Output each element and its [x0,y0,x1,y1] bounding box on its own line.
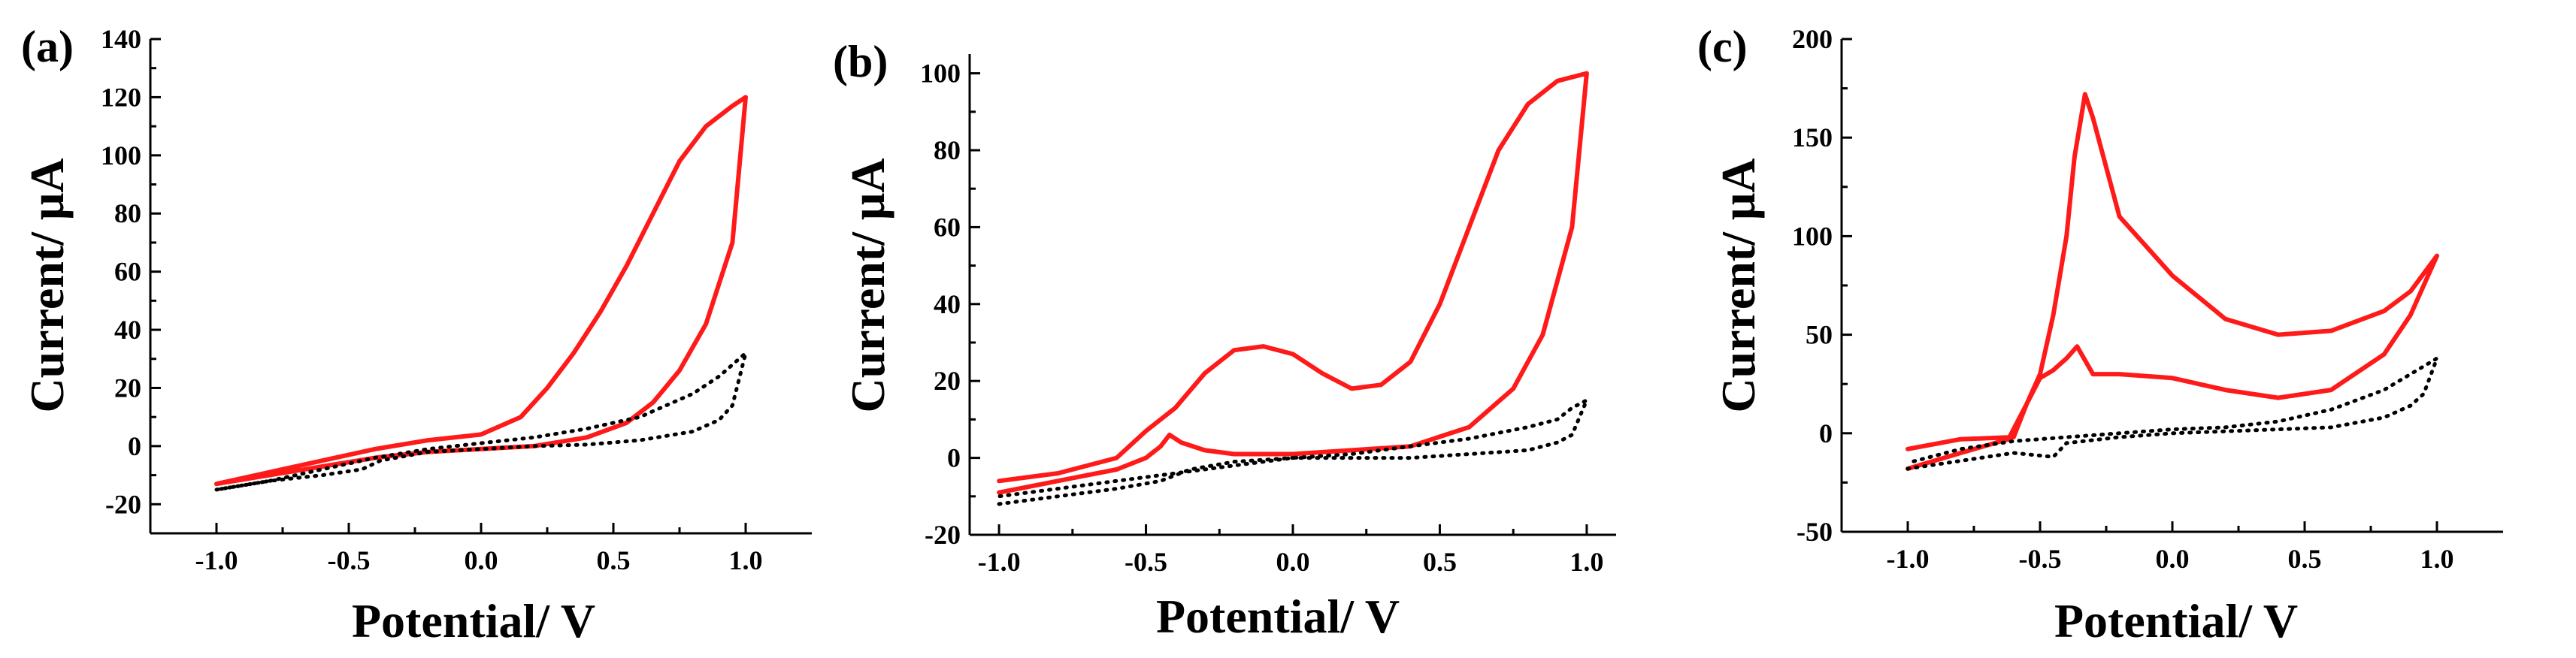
panel-b-blank-cv-line [997,396,1591,506]
panel-b-x-tick-label: 1.0 [1570,547,1603,577]
panel-b-ticks: -20 0 20 40 60 80 100 -1.0 -0.5 0.0 0.5 1.0 [920,54,1616,577]
panel-c-x-tick-label: -1.0 [1887,544,1930,574]
panel-b-x-axis-title: Potential/ V [1156,590,1400,643]
panel-a-series [214,95,749,492]
panel-c-y-axis-title: Current/ μA [1712,158,1765,412]
panel-a-x-tick-label: 0.0 [465,545,498,575]
panel-b-x-tick-label: 0.5 [1423,547,1457,577]
panel-c-ticks: -50 0 50 100 150 200 -1.0 -0.5 0.0 0.5 1.0 [1792,24,2503,574]
panel-b-y-tick-label: 0 [947,443,961,473]
panel-a-x-tick-label: -1.0 [195,545,238,575]
panel-a-y-tick-label: 120 [101,82,141,112]
panel-a: (a) Current/ μA Potential/ V -20 0 20 40 60 8… [20,22,812,647]
panel-b-x-tick-label: -1.0 [978,547,1021,577]
panel-b-y-tick-label: 80 [934,135,961,165]
panel-c-y-tick-label: 200 [1792,24,1833,54]
panel-c-y-tick-label: 0 [1819,418,1833,448]
panel-c-x-tick-label: 0.0 [2156,544,2190,574]
panel-b-y-tick-label: 40 [934,289,961,319]
panel-b-y-tick-label: 20 [934,366,961,396]
panel-b-x-tick-label: -0.5 [1125,547,1167,577]
panel-a-y-tick-label: 20 [114,373,141,403]
panel-c-y-tick-label: 150 [1792,122,1833,152]
panel-c-x-tick-label: 0.5 [2288,544,2322,574]
panel-c-x-tick-label: 1.0 [2420,544,2454,574]
panel-a-y-tick-label: 100 [101,140,141,171]
panel-a-y-axis-title: Current/ μA [20,158,74,412]
panel-c-series [1906,92,2441,471]
panel-a-x-axis-title: Potential/ V [352,594,595,647]
panel-c-blank-cv-line [1906,354,2441,471]
panel-a-y-tick-label: 60 [114,257,141,287]
panel-c-y-tick-label: -50 [1797,517,1833,547]
panel-c-y-tick-label: 100 [1792,221,1833,251]
panel-c-label: (c) [1697,22,1748,71]
panel-a-blank-cv-line [214,347,749,492]
panel-c-y-tick-label: 50 [1806,320,1833,350]
panel-a-x-tick-label: -0.5 [328,545,371,575]
panel-b-y-tick-label: 100 [920,59,961,89]
panel-a-x-tick-label: 0.5 [597,545,631,575]
panel-b-red-cv-line [997,71,1589,495]
panel-b-y-tick-label: 60 [934,212,961,242]
panel-a-y-tick-label: 40 [114,315,141,345]
panel-b-label: (b) [833,37,888,86]
panel-a-ticks: -20 0 20 40 60 80 100 120 140 -1.0 -0.5 0.0 0.5 1.0 [101,24,812,575]
panel-a-label: (a) [21,22,74,71]
panel-b-series [997,71,1591,506]
panel-a-x-tick-label: 1.0 [729,545,763,575]
panel-a-y-tick-label: -20 [105,489,141,519]
panel-c: (c) Current/ μA Potential/ V -50 0 50 100 15… [1697,22,2503,647]
panel-b-x-tick-label: 0.0 [1276,547,1310,577]
panel-c-red-cv-line [1906,92,2439,471]
panel-a-y-tick-label: 140 [101,24,141,54]
panel-b-y-tick-label: -20 [925,520,961,550]
panel-b: (b) Current/ μA Potential/ V -20 0 20 40 60 8… [833,37,1616,643]
panel-a-y-tick-label: 80 [114,198,141,228]
panel-a-y-tick-label: 0 [128,431,141,461]
panel-c-x-axis-title: Potential/ V [2054,594,2298,647]
panel-a-red-cv-line [214,95,748,487]
panel-b-y-axis-title: Current/ μA [841,158,894,412]
panel-c-x-tick-label: -0.5 [2019,544,2062,574]
